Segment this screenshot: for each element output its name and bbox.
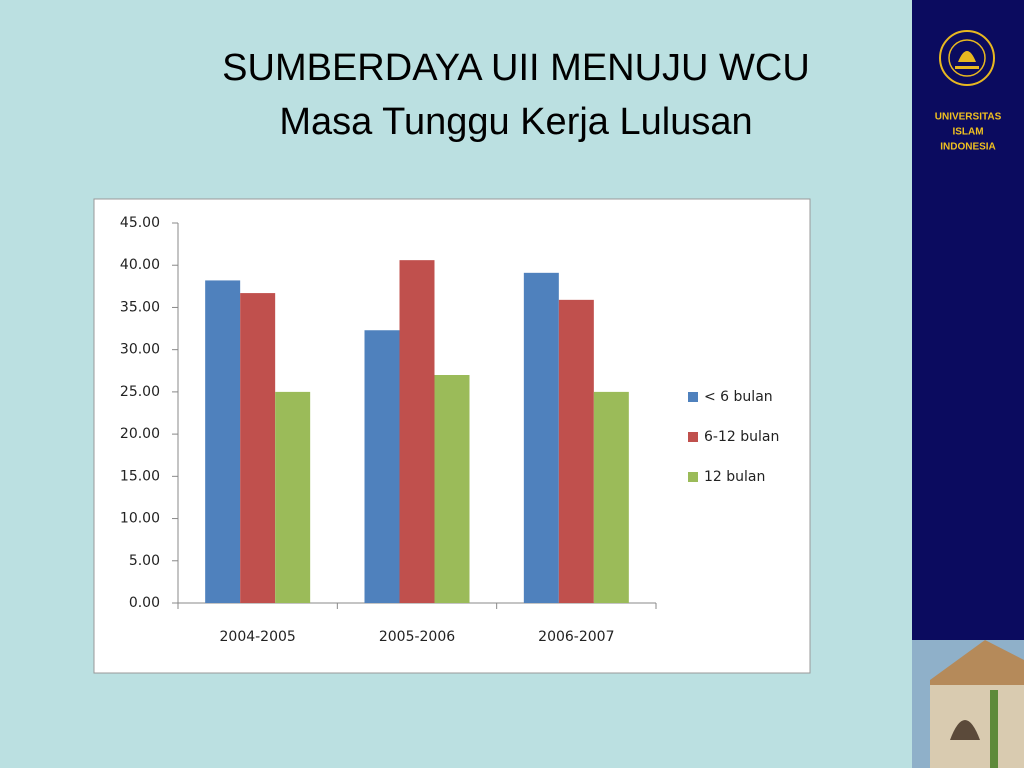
x-tick-label: 2004-2005 [220, 629, 296, 645]
legend-label: 6-12 bulan [704, 429, 779, 445]
bar [205, 280, 241, 603]
logo [939, 30, 995, 86]
logo-ring [939, 30, 995, 86]
y-tick-label: 25.00 [120, 384, 160, 400]
logo-inner-ring [948, 39, 986, 77]
legend-swatch [688, 472, 698, 482]
wall [930, 685, 1024, 768]
logo-base [955, 66, 979, 69]
y-tick-label: 20.00 [120, 426, 160, 442]
slide-title: SUMBERDAYA UII MENUJU WCU [222, 47, 810, 89]
y-tick-label: 5.00 [129, 553, 160, 569]
bar [364, 330, 400, 603]
logo-emblem [958, 51, 976, 62]
y-tick-label: 40.00 [120, 257, 160, 273]
legend-swatch [688, 432, 698, 442]
x-tick-label: 2006-2007 [538, 629, 614, 645]
bar [558, 299, 594, 603]
bar [523, 272, 559, 603]
y-tick-label: 0.00 [129, 595, 160, 611]
y-tick-label: 35.00 [120, 299, 160, 315]
y-tick-label: 15.00 [120, 468, 160, 484]
y-tick-label: 45.00 [120, 215, 160, 231]
sidebar-line: ISLAM [952, 127, 983, 138]
bar [275, 391, 311, 603]
legend-label: < 6 bulan [704, 389, 773, 405]
bar [240, 293, 276, 603]
y-tick-label: 30.00 [120, 342, 160, 358]
bar [399, 260, 435, 603]
y-tick-label: 10.00 [120, 511, 160, 527]
bar [434, 375, 470, 603]
bar [593, 391, 629, 603]
x-tick-label: 2005-2006 [379, 629, 455, 645]
tree [990, 690, 998, 768]
arch [950, 720, 980, 740]
building [912, 640, 1024, 768]
legend-label: 12 bulan [704, 469, 765, 485]
sidebar-line: UNIVERSITAS [935, 112, 1002, 123]
legend-swatch [688, 392, 698, 402]
sidebar-line: INDONESIA [940, 142, 996, 153]
sidebar-text: UNIVERSITAS ISLAM INDONESIA [935, 112, 1002, 153]
chart: 0.00 5.00 10.00 15.00 20.00 25.00 30.00 35.00 40… [120, 215, 779, 645]
slide-subtitle: Masa Tunggu Kerja Lulusan [279, 101, 752, 143]
